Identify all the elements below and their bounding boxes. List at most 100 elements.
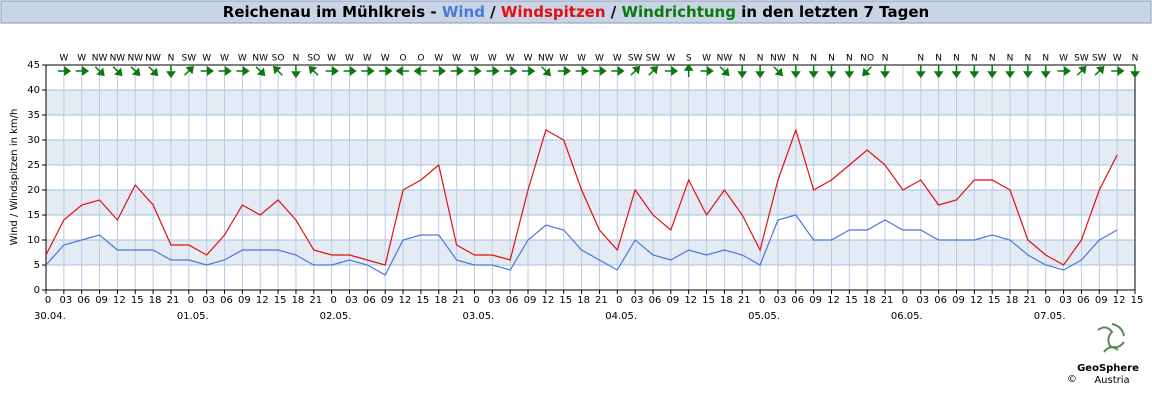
- logo-name: GeoSphere: [1077, 363, 1139, 374]
- x-tick-label: 15: [702, 295, 715, 306]
- x-tick-label: 03: [345, 295, 358, 306]
- direction-label: W: [595, 54, 604, 64]
- x-date-label: 30.04.: [34, 311, 66, 322]
- direction-label: W: [559, 54, 568, 64]
- x-tick-label: 09: [238, 295, 251, 306]
- direction-arrow: [1040, 65, 1051, 79]
- direction-arrow: [486, 66, 500, 76]
- direction-label: N: [1132, 54, 1139, 64]
- direction-arrow: [361, 66, 375, 76]
- logo-mark: [1097, 323, 1125, 353]
- direction-arrow: [255, 66, 266, 77]
- direction-arrow: [773, 66, 784, 77]
- direction-label: NW: [110, 54, 126, 64]
- direction-label: N: [846, 54, 853, 64]
- direction-arrow: [737, 65, 748, 79]
- direction-label: N: [971, 54, 978, 64]
- direction-arrow: [308, 65, 319, 76]
- x-tick-label: 21: [738, 295, 751, 306]
- direction-arrow: [272, 65, 283, 76]
- direction-label: NW: [252, 54, 268, 64]
- x-tick-label: 06: [220, 295, 233, 306]
- direction-label: SW: [1074, 54, 1089, 64]
- plot-frame: [45, 64, 1136, 291]
- direction-arrow: [1094, 65, 1105, 76]
- y-tick-label: 0: [34, 285, 40, 296]
- direction-arrow: [969, 65, 980, 79]
- direction-label: O: [417, 54, 424, 64]
- direction-arrow: [593, 66, 607, 76]
- x-tick-label: 09: [1095, 295, 1108, 306]
- direction-arrow: [200, 66, 214, 76]
- title-series: Wind: [442, 3, 485, 21]
- direction-label: N: [1025, 54, 1032, 64]
- direction-label: N: [168, 54, 175, 64]
- direction-arrow: [915, 65, 926, 79]
- x-tick-label: 15: [845, 295, 858, 306]
- direction-arrow: [395, 66, 410, 76]
- direction-label: N: [1042, 54, 1049, 64]
- x-tick-label: 21: [881, 295, 894, 306]
- direction-arrow: [130, 66, 141, 77]
- direction-arrow: [290, 65, 301, 79]
- title-prefix: Reichenau im Mühlkreis -: [223, 3, 442, 21]
- y-tick-label: 40: [27, 85, 40, 96]
- direction-label: W: [470, 54, 479, 64]
- x-date-label: 07.05.: [1034, 311, 1066, 322]
- direction-label: NW: [127, 54, 143, 64]
- direction-label: N: [882, 54, 889, 64]
- x-tick-label: 21: [1024, 295, 1037, 306]
- direction-label: W: [613, 54, 622, 64]
- x-tick-label: 18: [720, 295, 733, 306]
- direction-arrow: [683, 63, 694, 77]
- x-tick-label: 18: [577, 295, 590, 306]
- direction-arrow: [933, 65, 944, 79]
- direction-label: N: [757, 54, 764, 64]
- direction-label: N: [792, 54, 799, 64]
- x-tick-label: 21: [452, 295, 465, 306]
- direction-label: W: [524, 54, 533, 64]
- direction-label: NW: [717, 54, 733, 64]
- x-tick-label: 03: [59, 295, 72, 306]
- direction-arrow: [379, 66, 393, 76]
- x-tick-label: 06: [363, 295, 376, 306]
- direction-label: W: [577, 54, 586, 64]
- x-tick-label: 18: [863, 295, 876, 306]
- direction-arrow: [522, 66, 536, 76]
- direction-arrow: [184, 65, 194, 76]
- x-tick-label: 03: [488, 295, 501, 306]
- direction-arrow: [557, 66, 572, 76]
- direction-label: W: [202, 54, 211, 64]
- x-tick-label: 03: [631, 295, 644, 306]
- direction-label: S: [686, 54, 692, 64]
- direction-arrow: [575, 66, 589, 76]
- x-tick-label: 0: [1045, 295, 1051, 306]
- x-tick-label: 15: [559, 295, 572, 306]
- direction-label: N: [935, 54, 942, 64]
- direction-label: SW: [628, 54, 643, 64]
- x-tick-label: 12: [542, 295, 555, 306]
- x-tick-label: 21: [309, 295, 322, 306]
- direction-label: W: [452, 54, 461, 64]
- y-tick-label: 45: [27, 60, 40, 71]
- x-tick-label: 06: [791, 295, 804, 306]
- direction-label: NW: [770, 54, 786, 64]
- x-date-label: 06.05.: [891, 311, 923, 322]
- direction-label: N: [917, 54, 924, 64]
- direction-label: W: [327, 54, 336, 64]
- x-tick-label: 12: [256, 295, 269, 306]
- x-tick-label: 15: [417, 295, 430, 306]
- y-axis-label: Wind / Windspitzen in km/h: [9, 109, 20, 246]
- direction-arrow: [468, 66, 482, 76]
- direction-label: W: [488, 54, 497, 64]
- x-tick-label: 0: [616, 295, 622, 306]
- direction-label: N: [293, 54, 300, 64]
- direction-arrow: [880, 65, 891, 79]
- direction-label: N: [810, 54, 817, 64]
- x-tick-label: 03: [774, 295, 787, 306]
- x-tick-label: 09: [809, 295, 822, 306]
- direction-arrow: [94, 66, 105, 77]
- x-tick-label: 12: [827, 295, 840, 306]
- direction-label: NW: [538, 54, 554, 64]
- x-tick-label: 0: [759, 295, 765, 306]
